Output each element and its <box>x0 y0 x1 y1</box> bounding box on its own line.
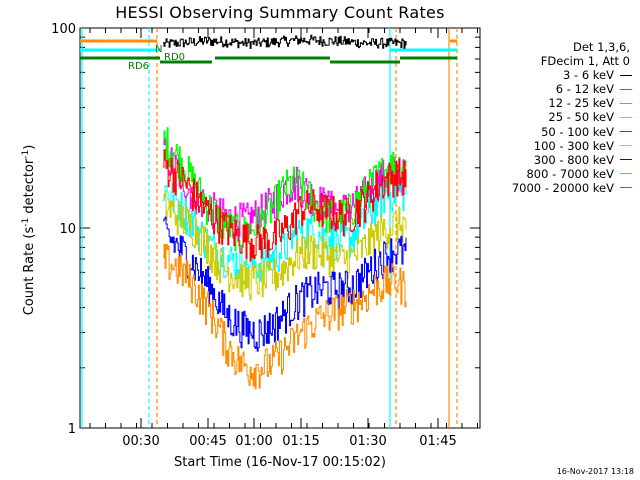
x-tick-label: 01:45 <box>419 434 456 449</box>
y-axis-label: Count Rate (s-1 detector-1) <box>21 145 37 316</box>
legend-label: 3 - 6 keV <box>563 68 614 83</box>
x-tick-label: 00:30 <box>122 434 159 449</box>
legend-swatch <box>620 74 632 76</box>
legend-label: 12 - 25 keV <box>548 96 614 111</box>
legend-entry: 100 - 300 keV <box>472 139 632 153</box>
legend: Det 1,3,6, FDecim 1, Att 0 3 - 6 keV 6 - … <box>472 40 632 195</box>
y-axis-label-suffix: detector <box>22 158 38 218</box>
y-axis-label-exponent-2: -1 <box>20 149 31 159</box>
y-axis-label-exponent: -1 <box>20 217 31 227</box>
x-tick-label: 01:00 <box>235 434 272 449</box>
legend-entry: 800 - 7000 keV <box>472 167 632 181</box>
legend-header-line-1: Det 1,3,6, <box>572 40 630 54</box>
legend-entry: 300 - 800 keV <box>472 153 632 167</box>
legend-entry: 25 - 50 keV <box>472 110 632 124</box>
legend-label: 100 - 300 keV <box>533 138 614 153</box>
render-timestamp: 16-Nov-2017 13:18 <box>556 467 634 476</box>
y-axis-label-prefix: Count Rate (s <box>22 226 38 316</box>
legend-entry: 12 - 25 keV <box>472 96 632 110</box>
x-tick-label: 01:15 <box>282 434 319 449</box>
rd-label: RD0 <box>164 52 185 63</box>
legend-label: 300 - 800 keV <box>533 152 614 167</box>
series-line-2 <box>163 127 407 252</box>
x-tick-label: 01:30 <box>349 434 386 449</box>
chart-title: HESSI Observing Summary Count Rates <box>115 3 445 22</box>
legend-swatch <box>620 145 632 147</box>
y-tick-label: 10 <box>59 222 76 237</box>
rd-label: N <box>155 44 162 55</box>
legend-swatch <box>620 102 632 104</box>
y-tick-label: 1 <box>68 422 76 437</box>
legend-swatch <box>620 131 632 133</box>
legend-items: 3 - 6 keV 6 - 12 keV 12 - 25 keV 25 - 50 ke… <box>472 68 632 195</box>
series-line-4 <box>163 149 407 262</box>
legend-entry: 7000 - 20000 keV <box>472 181 632 195</box>
legend-label: 800 - 7000 keV <box>526 166 614 181</box>
series-line-6 <box>163 216 407 352</box>
series-line-5 <box>163 190 407 301</box>
legend-swatch <box>620 117 632 119</box>
legend-label: 6 - 12 keV <box>555 82 614 97</box>
x-tick-label: 00:45 <box>189 434 226 449</box>
legend-entry: 6 - 12 keV <box>472 82 632 96</box>
legend-entry: 3 - 6 keV <box>472 68 632 82</box>
legend-swatch <box>620 173 632 175</box>
plot-frame <box>79 27 481 429</box>
legend-entry: 50 - 100 keV <box>472 125 632 139</box>
legend-label: 25 - 50 keV <box>548 110 614 125</box>
y-axis-label-close: ) <box>22 144 38 150</box>
rd-label: RD6 <box>128 61 149 72</box>
legend-label: 50 - 100 keV <box>541 124 614 139</box>
legend-swatch <box>620 159 632 161</box>
series-line-7 <box>163 243 407 390</box>
series-line-0 <box>163 34 407 49</box>
legend-swatch <box>620 187 632 189</box>
y-tick-label: 100 <box>51 22 76 37</box>
x-axis-label: Start Time (16-Nov-17 00:15:02) <box>174 455 386 470</box>
legend-label: 7000 - 20000 keV <box>511 180 614 195</box>
legend-swatch <box>620 88 632 90</box>
legend-header-line-2: FDecim 1, Att 0 <box>540 54 630 69</box>
